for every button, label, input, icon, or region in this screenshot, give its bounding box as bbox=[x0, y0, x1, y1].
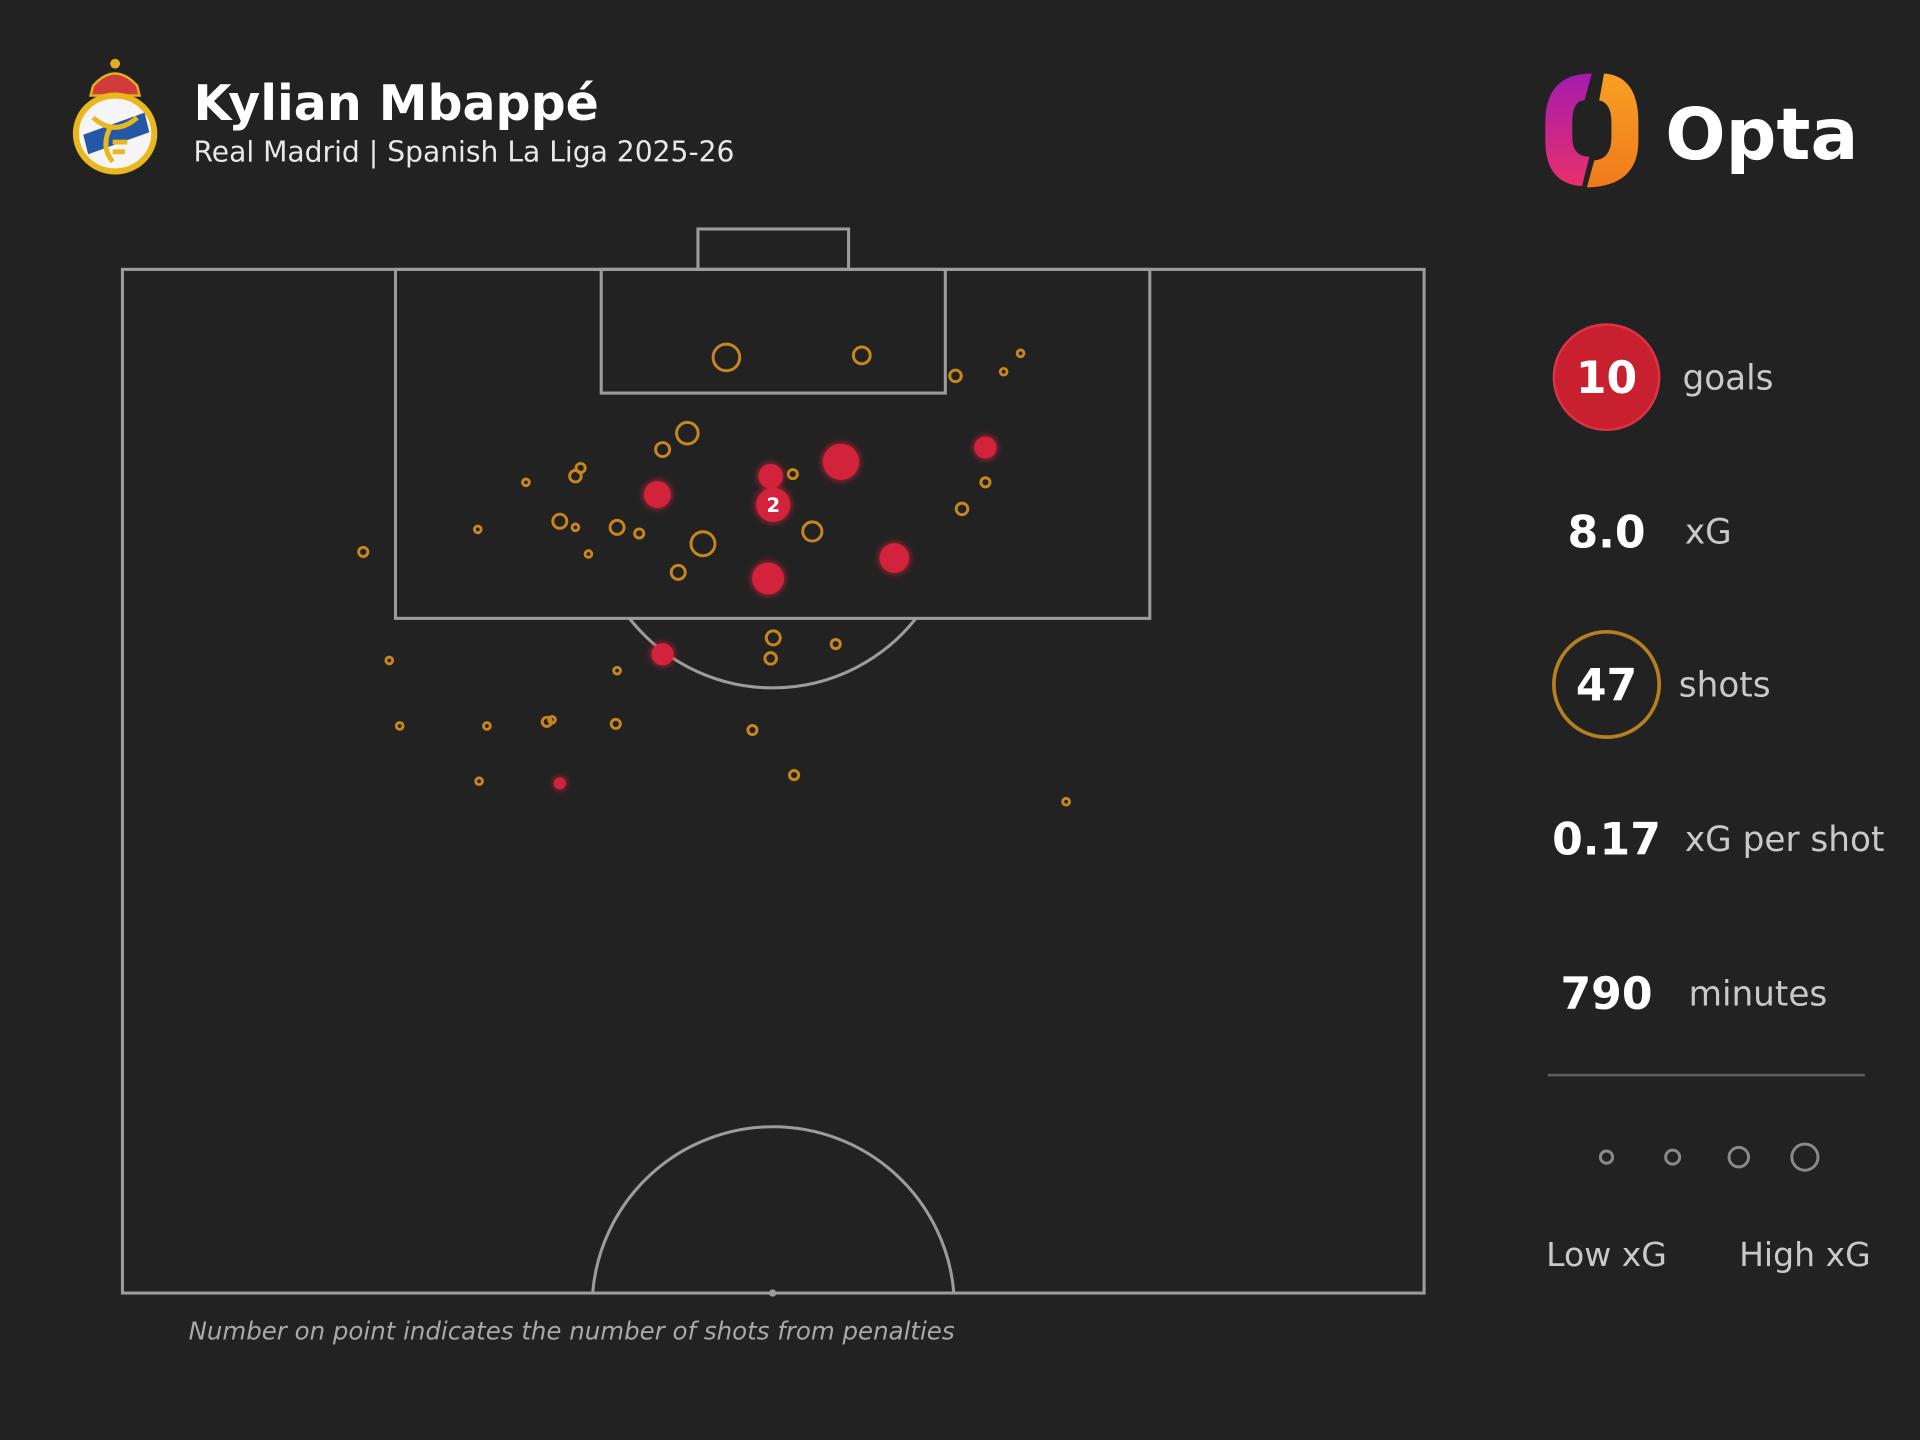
goal-point bbox=[879, 543, 910, 573]
shot-point bbox=[801, 520, 824, 543]
stat-shots-value: 47 bbox=[1576, 660, 1637, 711]
legend-size-circle bbox=[1598, 1149, 1615, 1165]
shot-point bbox=[788, 769, 801, 782]
goal-point bbox=[758, 463, 783, 489]
shots-layer: 2 bbox=[357, 342, 1071, 807]
shot-point bbox=[746, 724, 759, 737]
legend-high-label: High xG bbox=[1739, 1235, 1871, 1274]
pitch bbox=[120, 227, 1426, 1297]
shot-point bbox=[612, 665, 622, 676]
shot-point bbox=[608, 518, 626, 536]
shot-point bbox=[689, 530, 717, 558]
legend-low-label: Low xG bbox=[1546, 1235, 1667, 1274]
stat-goals-value: 10 bbox=[1576, 353, 1637, 404]
shot-point bbox=[675, 420, 700, 446]
shot-point bbox=[384, 655, 395, 666]
shot-point bbox=[474, 776, 484, 787]
shot-point bbox=[609, 717, 622, 730]
goal-point bbox=[651, 643, 674, 666]
opta-logo: Opta bbox=[1545, 73, 1858, 188]
stat-minutes-value: 790 bbox=[1561, 969, 1653, 1020]
stat-shots-label: shots bbox=[1679, 666, 1771, 706]
shot-point bbox=[394, 721, 405, 731]
shot-point bbox=[568, 468, 583, 484]
shot-point bbox=[669, 563, 687, 581]
shot-point bbox=[1015, 348, 1026, 359]
stats-panel: 10 goals 8.0 xG 47 shots 0.17 xG per sho… bbox=[1546, 323, 1885, 1274]
legend-size-circle bbox=[1664, 1148, 1682, 1166]
stat-goals-label: goals bbox=[1682, 358, 1773, 398]
shot-point bbox=[711, 342, 742, 373]
shot-point bbox=[551, 512, 569, 530]
opta-wordmark: Opta bbox=[1665, 93, 1858, 176]
shot-point bbox=[472, 524, 483, 535]
shot-point bbox=[357, 545, 370, 558]
center-circle bbox=[591, 1125, 956, 1294]
shot-point bbox=[570, 522, 581, 533]
shots-badge bbox=[1552, 630, 1662, 739]
shot-point bbox=[764, 629, 782, 647]
shot-point bbox=[1061, 796, 1071, 807]
shot-point bbox=[521, 477, 531, 488]
stat-xg-per-shot-label: xG per shot bbox=[1685, 820, 1885, 860]
legend-size-circle bbox=[1727, 1145, 1751, 1169]
goal-point bbox=[643, 481, 671, 509]
shot-point bbox=[998, 366, 1009, 377]
legend-size-circle bbox=[1790, 1142, 1820, 1172]
goal-point bbox=[974, 436, 997, 459]
shot-point bbox=[851, 345, 872, 366]
shot-point bbox=[829, 638, 842, 651]
shot-point bbox=[979, 476, 992, 489]
goals-badge bbox=[1552, 323, 1661, 432]
stat-xg-value: 8.0 bbox=[1567, 507, 1645, 558]
six-yard-box bbox=[599, 267, 947, 395]
stat-minutes-label: minutes bbox=[1689, 974, 1828, 1014]
shot-point bbox=[954, 501, 970, 517]
xg-size-legend bbox=[1598, 1142, 1820, 1172]
shot-point bbox=[633, 527, 646, 540]
team-competition-subtitle: Real Madrid | Spanish La Liga 2025-26 bbox=[193, 136, 734, 169]
shot-point bbox=[547, 714, 557, 725]
player-name: Kylian Mbappé bbox=[193, 75, 598, 132]
center-spot bbox=[768, 1289, 777, 1297]
goal-point bbox=[756, 487, 791, 522]
shot-point bbox=[948, 368, 963, 384]
real-madrid-crest-icon bbox=[72, 58, 158, 175]
shot-point bbox=[482, 721, 492, 731]
stat-xg-per-shot-value: 0.17 bbox=[1552, 815, 1661, 866]
shot-point bbox=[786, 468, 799, 481]
shot-point bbox=[654, 441, 672, 459]
shot-point bbox=[583, 549, 594, 559]
goal-point bbox=[553, 777, 566, 790]
shot-point bbox=[763, 651, 778, 666]
goal-point bbox=[752, 562, 785, 595]
goal-point bbox=[822, 443, 860, 480]
footnote: Number on point indicates the number of … bbox=[189, 1317, 955, 1346]
stat-xg-label: xG bbox=[1685, 513, 1732, 553]
penalty-count-label: 2 bbox=[766, 494, 780, 517]
